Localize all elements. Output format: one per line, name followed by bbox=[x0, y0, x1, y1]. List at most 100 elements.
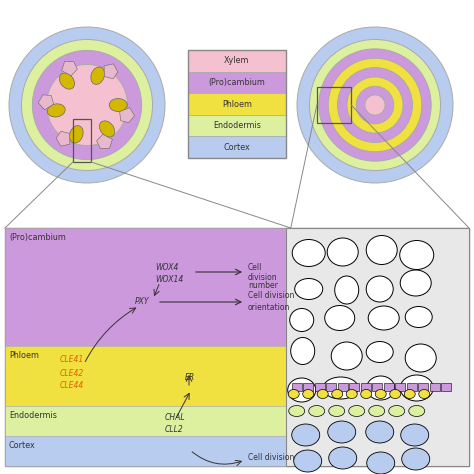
Text: Cell division: Cell division bbox=[248, 454, 294, 463]
Polygon shape bbox=[38, 95, 54, 110]
Text: Endodermis: Endodermis bbox=[213, 121, 261, 130]
Ellipse shape bbox=[375, 390, 386, 399]
Text: CHAL: CHAL bbox=[165, 413, 186, 422]
Text: CLL2: CLL2 bbox=[165, 426, 184, 435]
Text: Cortex: Cortex bbox=[9, 441, 36, 450]
Ellipse shape bbox=[368, 306, 399, 330]
Polygon shape bbox=[62, 62, 77, 76]
Bar bbox=[188, 93, 286, 115]
Circle shape bbox=[319, 49, 431, 161]
Ellipse shape bbox=[366, 276, 393, 302]
Bar bbox=[73, 119, 91, 162]
Ellipse shape bbox=[325, 306, 355, 330]
Bar bbox=[303, 383, 313, 391]
Ellipse shape bbox=[400, 240, 434, 270]
Ellipse shape bbox=[289, 405, 305, 417]
Bar bbox=[5, 406, 286, 436]
Ellipse shape bbox=[70, 126, 83, 143]
Text: WOX14: WOX14 bbox=[155, 275, 183, 284]
Circle shape bbox=[356, 86, 394, 124]
Circle shape bbox=[337, 68, 412, 143]
Text: CLE44: CLE44 bbox=[60, 382, 84, 391]
Text: PXY: PXY bbox=[135, 298, 149, 307]
Text: Xylem: Xylem bbox=[224, 56, 250, 65]
Text: orientation: orientation bbox=[248, 302, 291, 311]
Ellipse shape bbox=[323, 377, 358, 399]
Ellipse shape bbox=[288, 378, 316, 402]
Text: division: division bbox=[248, 273, 278, 282]
Text: CLE42: CLE42 bbox=[60, 368, 84, 377]
Ellipse shape bbox=[405, 344, 436, 372]
Ellipse shape bbox=[329, 447, 357, 469]
Bar bbox=[292, 383, 302, 391]
Ellipse shape bbox=[346, 390, 357, 399]
Circle shape bbox=[365, 95, 385, 115]
Bar bbox=[5, 436, 286, 466]
Ellipse shape bbox=[349, 405, 365, 417]
Text: Phloem: Phloem bbox=[9, 351, 39, 360]
Text: ER: ER bbox=[185, 374, 195, 383]
Bar bbox=[188, 115, 286, 137]
Text: (Pro)cambium: (Pro)cambium bbox=[209, 78, 265, 87]
Ellipse shape bbox=[331, 342, 362, 370]
Circle shape bbox=[310, 39, 440, 171]
Bar bbox=[188, 72, 286, 93]
Bar bbox=[407, 383, 417, 391]
Polygon shape bbox=[104, 64, 118, 79]
Ellipse shape bbox=[59, 73, 74, 89]
Ellipse shape bbox=[109, 99, 127, 111]
Circle shape bbox=[46, 64, 128, 146]
Bar bbox=[349, 383, 359, 391]
Text: Endodermis: Endodermis bbox=[9, 411, 57, 420]
Ellipse shape bbox=[389, 405, 405, 417]
Ellipse shape bbox=[402, 448, 430, 470]
Ellipse shape bbox=[294, 450, 322, 472]
Ellipse shape bbox=[332, 390, 343, 399]
Ellipse shape bbox=[366, 236, 397, 264]
Ellipse shape bbox=[303, 390, 314, 399]
Ellipse shape bbox=[409, 405, 425, 417]
Bar bbox=[5, 228, 286, 346]
Ellipse shape bbox=[400, 375, 433, 401]
Bar bbox=[430, 383, 440, 391]
Ellipse shape bbox=[328, 421, 356, 443]
Ellipse shape bbox=[419, 390, 430, 399]
Ellipse shape bbox=[291, 337, 315, 365]
Circle shape bbox=[9, 27, 165, 183]
Ellipse shape bbox=[288, 390, 299, 399]
Bar bbox=[384, 383, 394, 391]
Polygon shape bbox=[119, 108, 135, 123]
Bar bbox=[395, 383, 405, 391]
Ellipse shape bbox=[91, 67, 104, 84]
Bar bbox=[441, 383, 451, 391]
Ellipse shape bbox=[404, 390, 415, 399]
Text: Cortex: Cortex bbox=[224, 143, 250, 152]
Bar bbox=[315, 383, 325, 391]
Bar bbox=[188, 137, 286, 158]
Circle shape bbox=[347, 77, 403, 133]
Ellipse shape bbox=[335, 276, 359, 304]
Bar bbox=[317, 87, 351, 123]
Text: CLE41: CLE41 bbox=[60, 356, 84, 365]
Bar bbox=[5, 346, 286, 406]
Circle shape bbox=[297, 27, 453, 183]
Ellipse shape bbox=[367, 452, 395, 474]
Circle shape bbox=[32, 50, 142, 160]
Bar bbox=[188, 50, 286, 72]
Bar bbox=[326, 383, 336, 391]
Ellipse shape bbox=[366, 421, 394, 443]
Ellipse shape bbox=[366, 341, 393, 363]
Ellipse shape bbox=[290, 309, 314, 331]
Bar bbox=[286, 228, 469, 466]
Bar bbox=[188, 50, 286, 158]
Ellipse shape bbox=[329, 405, 345, 417]
Bar bbox=[5, 228, 469, 466]
Polygon shape bbox=[97, 134, 112, 148]
Ellipse shape bbox=[317, 390, 328, 399]
Text: (Pro)cambium: (Pro)cambium bbox=[9, 233, 66, 242]
Ellipse shape bbox=[361, 390, 372, 399]
Ellipse shape bbox=[309, 405, 325, 417]
Ellipse shape bbox=[367, 376, 395, 400]
Circle shape bbox=[21, 39, 153, 171]
Text: Cell: Cell bbox=[248, 264, 263, 273]
